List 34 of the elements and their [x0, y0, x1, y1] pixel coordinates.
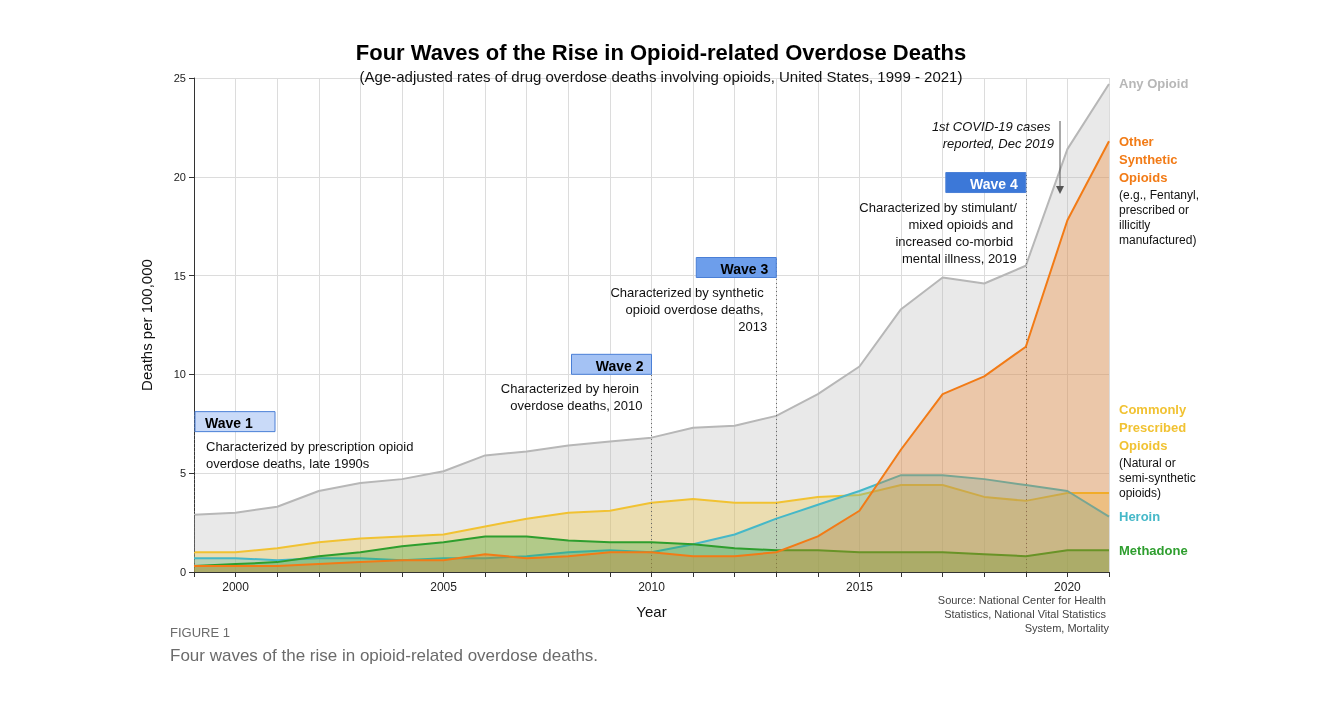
- x-tick-label: 2020: [1054, 580, 1082, 594]
- x-axis-title: Year: [636, 603, 667, 620]
- y-axis-title: Deaths per 100,000: [138, 259, 155, 391]
- y-tick-label: 10: [173, 368, 186, 381]
- y-tick-label: 0: [179, 566, 186, 578]
- y-tick-label: 20: [173, 170, 186, 183]
- annotation: 1st COVID-19 cases reported, Dec 2019: [931, 119, 1054, 151]
- x-tick-label: 2015: [846, 580, 874, 594]
- y-tick-label: 15: [173, 269, 186, 282]
- y-tick-label: 5: [179, 467, 186, 480]
- text: Four waves of the rise in opioid-related overdose deaths.: [170, 645, 599, 665]
- text: Commonly Prescribed Opioids: [1119, 402, 1190, 454]
- series-label: Heroin: [1119, 509, 1161, 525]
- ref-line-label: Wave 2: [595, 357, 644, 374]
- text: (e.g., Fentanyl, prescribed or illicitly manufactured): [1119, 187, 1203, 247]
- series-label: Any Opioid: [1119, 76, 1189, 92]
- ref-line-label: Wave 4: [970, 176, 1019, 193]
- annotation: Characterized by stimulant/mixed opioids and increased co-morbid mental illness, 2019: [859, 199, 1018, 266]
- x-tick-label: 2010: [638, 580, 666, 594]
- ref-line-label: Wave 3: [720, 261, 769, 277]
- y-tick-label: 25: [173, 72, 186, 84]
- series-label: Methadone: [1119, 542, 1188, 558]
- source-note: Source: National Center for Health Statistics, National Vital Statistics System, Mortality: [937, 594, 1110, 634]
- annotation: Characterized by synthetic opioid overdose deaths, 2013: [610, 284, 768, 334]
- x-tick-label: 2000: [222, 580, 250, 594]
- series-label: Other Synthetic Opioids: [1119, 133, 1182, 185]
- text: (Natural or semi-synthetic opioids): [1119, 456, 1200, 501]
- caption: FIGURE 1: [170, 625, 230, 640]
- chart-subtitle: (Age-adjusted rates of drug overdose deaths involving opioids, United States, 1999 - 2021): [359, 68, 963, 85]
- annotation: Characterized by heroin overdose deaths, 2010: [500, 381, 643, 414]
- x-tick-label: 2005: [430, 580, 458, 594]
- ref-line-label: Wave 1: [205, 415, 253, 432]
- chart-title: Four Waves of the Rise in Opioid-related Overdose Deaths: [355, 39, 967, 65]
- annotation: Characterized by prescription opioid overdose deaths, late 1990s: [206, 438, 417, 471]
